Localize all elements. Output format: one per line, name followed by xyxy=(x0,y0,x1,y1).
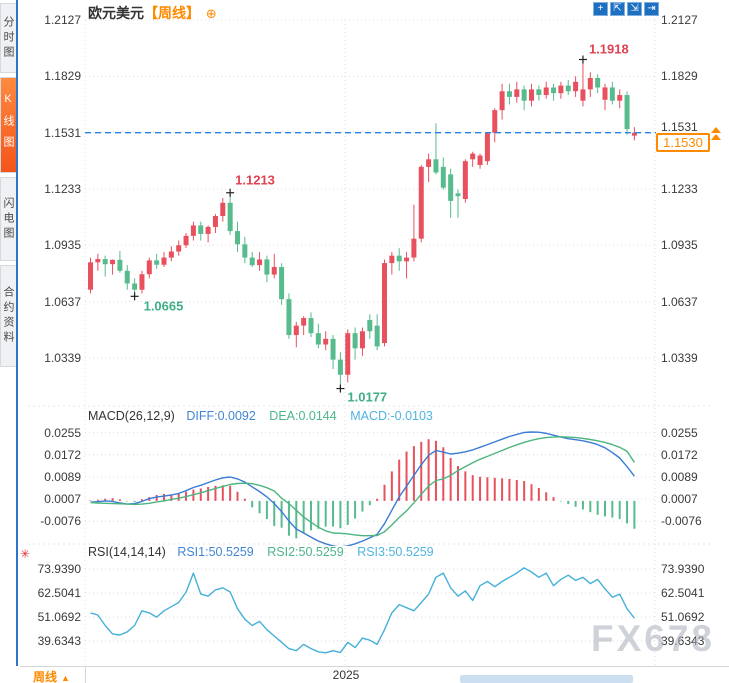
price-axis-label-right: 1.0935 xyxy=(661,238,698,253)
price-axis-label-left: 1.2127 xyxy=(44,13,81,27)
rsi-axis-label-left: 51.0692 xyxy=(37,609,81,624)
macd-axis-label-right: 0.0255 xyxy=(661,425,698,440)
sidebar: 分时图 K线图 闪电图 合约资料 xyxy=(0,0,18,666)
price-axis-label-right: 1.1233 xyxy=(661,181,698,196)
macd-axis-label-right: 0.0007 xyxy=(661,492,698,506)
watermark: FX678 xyxy=(591,618,716,659)
svg-text:1.0177: 1.0177 xyxy=(347,390,387,405)
price-axis-label-right: 1.0339 xyxy=(661,350,698,365)
current-price-tag: 1.1530 xyxy=(656,133,710,152)
rsi-axis-label-left: 62.5041 xyxy=(37,585,81,600)
price-axis-label-right: 1.2127 xyxy=(661,13,698,27)
rsi-header: RSI(14,14,14) RSI1:50.5259 RSI2:50.5259 … xyxy=(88,545,434,559)
macd-header: MACD(26,12,9) DIFF:0.0092 DEA:0.0144 MAC… xyxy=(88,409,433,423)
rsi-axis-label-right: 51.0692 xyxy=(661,609,705,624)
indicator-settings-icon[interactable]: ✳ xyxy=(20,547,31,561)
macd-axis-label-right: 0.0089 xyxy=(661,470,698,485)
macd-axis-label-right: -0.0076 xyxy=(661,514,702,529)
rsi-name: RSI(14,14,14) xyxy=(88,545,166,559)
symbol-name: 欧元美元 xyxy=(88,5,144,21)
macd-axis-label-left: 0.0007 xyxy=(44,492,81,506)
sidebar-tab-lightning-chart[interactable]: 闪电图 xyxy=(0,177,16,261)
rsi-series xyxy=(90,567,635,654)
candlestick-series xyxy=(88,59,637,389)
macd-macd-value: MACD:-0.0103 xyxy=(350,409,433,423)
svg-text:1.1918: 1.1918 xyxy=(589,42,629,57)
macd-axis-label-right: 0.0172 xyxy=(661,447,698,462)
rsi-axis-label-right: 39.6343 xyxy=(661,634,705,648)
pan-tool-icon[interactable]: + xyxy=(593,2,608,16)
price-axis-label-left: 1.0339 xyxy=(44,350,81,365)
svg-text:1.1213: 1.1213 xyxy=(235,173,275,188)
macd-name: MACD(26,12,9) xyxy=(88,409,175,423)
rsi3-value: RSI3:50.5259 xyxy=(357,545,434,559)
macd-axis-label-left: 0.0172 xyxy=(44,447,81,462)
price-axis-label-left: 1.1531 xyxy=(44,125,81,140)
rsi-axis-label-right: 62.5041 xyxy=(661,585,705,600)
price-axis-label-left: 1.1233 xyxy=(44,181,81,196)
period-label: 周线 xyxy=(33,670,58,683)
period-tag: 【周线】 xyxy=(144,5,200,21)
horizontal-scrollbar-thumb[interactable] xyxy=(460,675,633,683)
sidebar-tab-contract-info[interactable]: 合约资料 xyxy=(0,265,16,367)
svg-text:1.0665: 1.0665 xyxy=(144,298,184,313)
price-axis-label-left: 1.0935 xyxy=(44,238,81,253)
chart-toolbar: + ⇱ ⇲ ⇥ xyxy=(593,2,659,16)
price-axis-label-right: 1.0637 xyxy=(661,294,698,309)
price-axis-label-left: 1.1829 xyxy=(44,69,81,84)
sidebar-tab-time-chart[interactable]: 分时图 xyxy=(0,3,16,73)
macd-dea-value: DEA:0.0144 xyxy=(269,409,337,423)
price-axis-label-left: 1.0637 xyxy=(44,294,81,309)
rsi1-value: RSI1:50.5259 xyxy=(177,545,254,559)
fit-scale-icon[interactable]: ⇲ xyxy=(627,2,642,16)
rsi-axis-label-left: 73.9390 xyxy=(37,561,81,576)
chevron-up-icon: ▲ xyxy=(61,673,70,683)
x-axis-year-label: 2025 xyxy=(332,668,360,682)
footer-vertical-divider xyxy=(85,666,86,683)
rsi-axis-label-left: 39.6343 xyxy=(37,634,81,648)
period-selector[interactable]: 周线 ▲ xyxy=(33,668,70,683)
macd-diff-value: DIFF:0.0092 xyxy=(186,409,256,423)
chart-title-bar: 欧元美元【周线】 ⊕ xyxy=(88,3,217,23)
price-annotations: 1.1918 1.1213 1.0665 1.0177 xyxy=(130,42,629,405)
price-scale-arrows-icon[interactable] xyxy=(711,127,721,141)
scroll-to-latest-icon[interactable]: ⇥ xyxy=(644,2,659,16)
macd-series xyxy=(89,431,636,546)
add-indicator-icon[interactable]: ⊕ xyxy=(205,6,217,21)
price-axis-label-right: 1.1829 xyxy=(661,69,698,84)
footer-divider xyxy=(20,666,729,667)
macd-axis-label-left: 0.0089 xyxy=(44,470,81,485)
rsi2-value: RSI2:50.5259 xyxy=(267,545,344,559)
macd-axis-label-left: -0.0076 xyxy=(40,514,81,529)
rsi-axis-label-right: 73.9390 xyxy=(661,561,705,576)
price-axis-label-right: 1.1531 xyxy=(661,119,698,134)
fit-range-icon[interactable]: ⇱ xyxy=(610,2,625,16)
sidebar-tab-kline-chart[interactable]: K线图 xyxy=(0,77,16,173)
macd-axis-label-left: 0.0255 xyxy=(44,425,81,440)
